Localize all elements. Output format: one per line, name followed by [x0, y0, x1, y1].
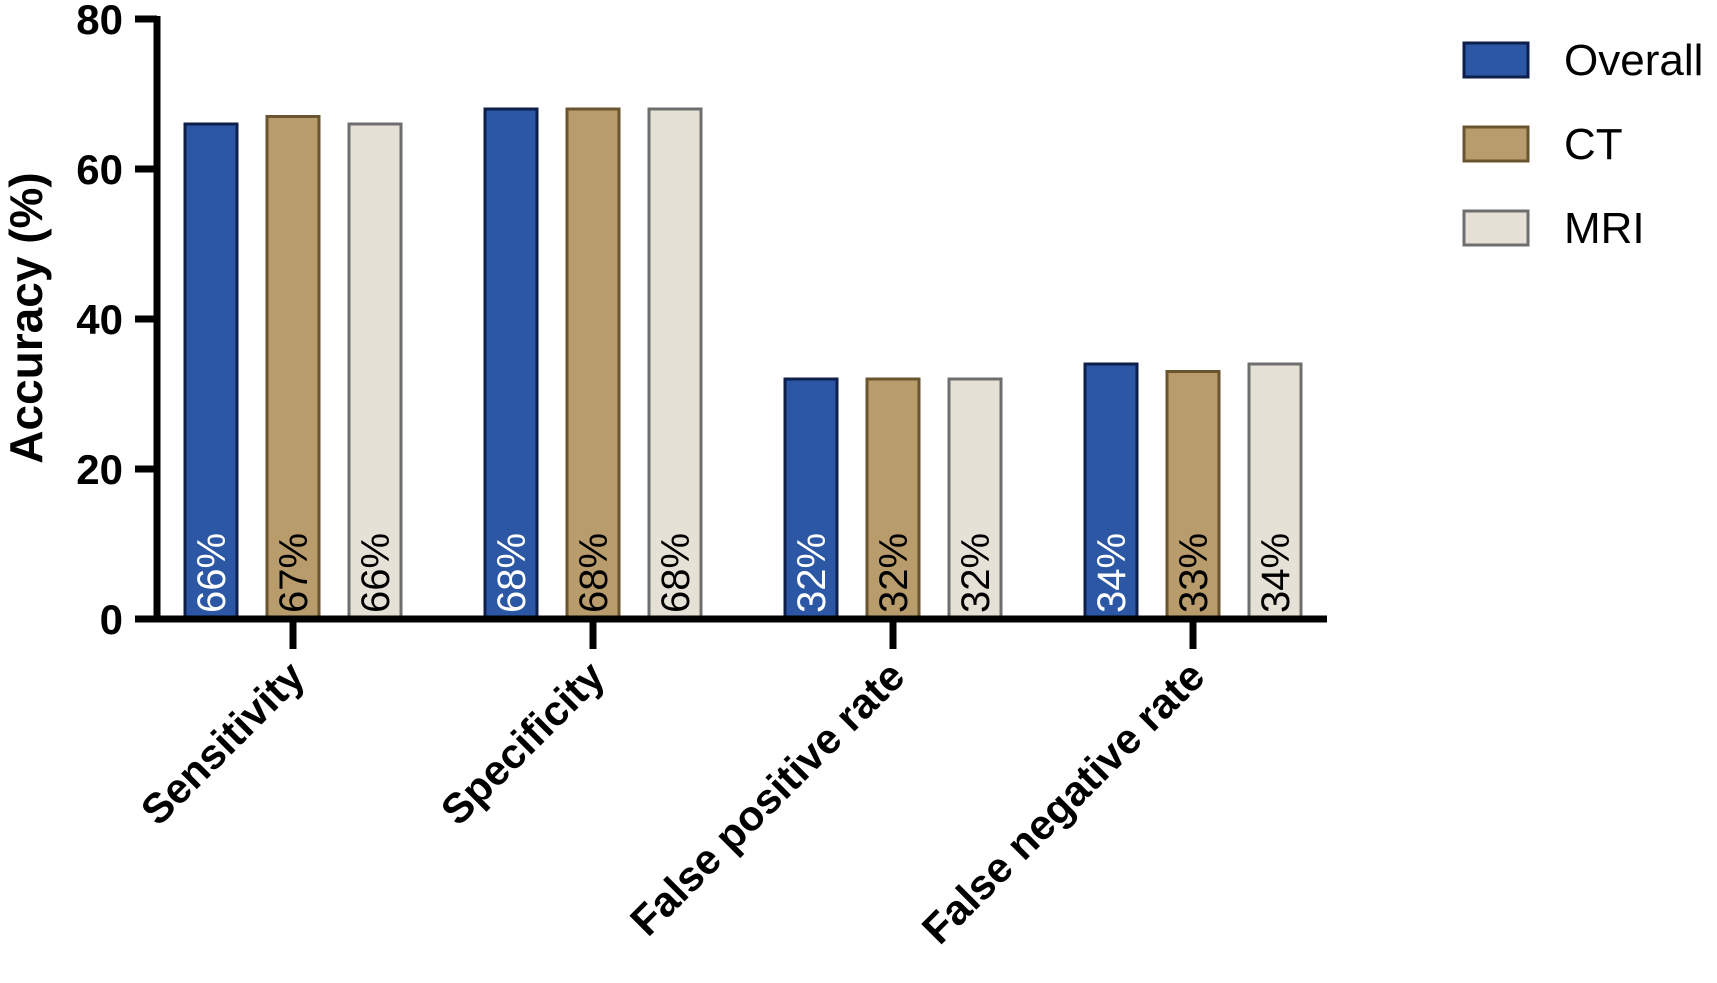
bar-value-label: 32%: [790, 533, 834, 613]
y-tick-label: 40: [76, 296, 123, 343]
bar-value-label: 66%: [354, 533, 398, 613]
bar: [183, 122, 239, 621]
bar-value-label: 34%: [1090, 533, 1134, 613]
legend-label: MRI: [1564, 204, 1645, 253]
bar: [1247, 362, 1303, 621]
y-tick-label: 20: [76, 446, 123, 493]
bar-value-label: 67%: [272, 533, 316, 613]
legend-swatch: [1462, 209, 1530, 247]
ticks-layer: 0 20 40 60 80: [76, 0, 1197, 649]
bar: [1165, 370, 1221, 621]
axes-layer: [153, 16, 1327, 623]
x-tick-label: Sensitivity: [132, 652, 314, 834]
bar: [865, 377, 921, 621]
bar-value-label: 34%: [1254, 533, 1298, 613]
bar: [647, 107, 703, 621]
legend: Overall CT MRI: [1462, 36, 1703, 253]
bar: [265, 115, 321, 621]
bar-value-label: 33%: [1172, 533, 1216, 613]
y-axis-label: Accuracy (%): [0, 172, 52, 463]
bar-value-label: 32%: [872, 533, 916, 613]
bar-value-label: 66%: [190, 533, 234, 613]
legend-swatch: [1462, 125, 1530, 163]
x-tick-label: False positive rate: [621, 652, 913, 944]
legend-label: Overall: [1564, 36, 1703, 85]
legend-swatch: [1462, 41, 1530, 79]
bar-value-label: 68%: [572, 533, 616, 613]
y-tick-label: 80: [76, 0, 123, 43]
x-tick-label: Specificity: [432, 652, 614, 834]
bar-value-label: 68%: [654, 533, 698, 613]
bar: [1083, 362, 1139, 621]
legend-label: CT: [1564, 120, 1623, 169]
y-tick-label: 0: [100, 596, 123, 643]
x-tick-label: False negative rate: [913, 652, 1214, 953]
y-tick-label: 60: [76, 146, 123, 193]
bar-value-label: 32%: [954, 533, 998, 613]
bar-value-label: 68%: [490, 533, 534, 613]
labels-layer: 66% 67% 66% Sensitivity 68% 68% 68% Specificity…: [132, 533, 1298, 953]
bars-layer: [183, 107, 1303, 621]
bar: [483, 107, 539, 621]
